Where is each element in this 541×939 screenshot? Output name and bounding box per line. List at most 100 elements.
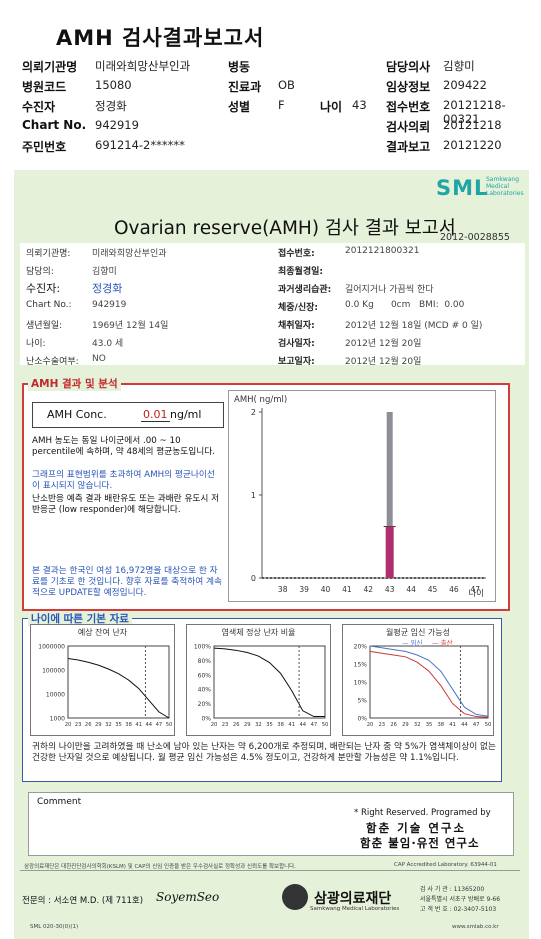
y-tick-label: 80% xyxy=(198,658,212,665)
x-tick-label: 26 xyxy=(233,722,240,728)
x-tick-label: 50 xyxy=(166,722,173,728)
header-value: 20121218-00321 xyxy=(443,98,506,126)
x-tick-label: 29 xyxy=(244,722,251,728)
x-tick-label: 23 xyxy=(222,722,229,728)
rights-line-2: 함춘 기술 연구소 xyxy=(366,821,467,835)
header-value: 정경화 xyxy=(95,99,127,113)
x-tick-label: 45 xyxy=(428,585,438,594)
x-tick-label: 29 xyxy=(402,722,409,728)
x-tick-label: 47 xyxy=(311,722,318,728)
y-tick-label: 60% xyxy=(198,672,212,679)
bottom-url: www.smlab.co.kr xyxy=(452,924,499,930)
x-tick-label: 38 xyxy=(277,722,284,728)
plot-area xyxy=(67,645,170,719)
amh-section-title: AMH 결과 및 분석 xyxy=(28,376,121,391)
x-tick-label: 41 xyxy=(449,722,456,728)
x-tick-label: 23 xyxy=(378,722,385,728)
series-line xyxy=(67,658,170,719)
header-value: 209422 xyxy=(443,78,487,92)
x-tick-label: 20 xyxy=(367,722,374,728)
header-value: 43 xyxy=(352,98,367,112)
header-label: 임상정보 xyxy=(386,80,431,94)
header-value: 942919 xyxy=(95,118,139,132)
x-tick-label: 32 xyxy=(105,722,112,728)
plot-area xyxy=(213,645,326,719)
patient-field-label: 검사일자: xyxy=(278,339,315,349)
patient-field-label: 보고일자: xyxy=(278,357,315,367)
x-tick-label: 50 xyxy=(485,722,492,728)
x-tick-label: 35 xyxy=(115,722,122,728)
x-tick-label: 38 xyxy=(437,722,444,728)
x-tick-label: 47 xyxy=(473,722,480,728)
amh-para-3: 난소반응 예측 결과 배란유도 또는 과배란 유도시 저반응군 (low res… xyxy=(32,494,220,515)
header-label: 주민번호 xyxy=(22,140,67,154)
amh-conc-box: AMH Conc. 0.01 ng/ml xyxy=(32,402,224,428)
header-label: 병원코드 xyxy=(22,80,67,94)
patient-field-label: 채취일자: xyxy=(278,321,315,331)
header-value: 20121220 xyxy=(443,138,502,152)
chart-ylabel: AMH( ng/ml) xyxy=(234,395,287,405)
x-tick-label: 44 xyxy=(145,722,152,728)
header-value: 15080 xyxy=(95,78,132,92)
patient-field-value: 정경화 xyxy=(92,282,123,295)
x-tick-label: 26 xyxy=(390,722,397,728)
x-tick-label: 44 xyxy=(461,722,468,728)
foundation-sub: Samkwang Medical Laboratories xyxy=(310,906,400,912)
contact-3: 고 객 번 호 : 02-3407-5103 xyxy=(420,906,497,913)
amh-para-2: 그래프의 표현범위를 초과하여 AMH의 평균나이선이 표시되지 않습니다. xyxy=(32,470,215,491)
cap-note: CAP Accredited Laboratory. 63944-01 xyxy=(394,862,497,868)
x-tick-label: 38 xyxy=(125,722,132,728)
y-tick-label: 1 xyxy=(251,491,256,500)
sml-logo: SML xyxy=(436,176,489,200)
header-value: F xyxy=(278,98,285,112)
amh-footnote: 본 결과는 한국인 여성 16,972명을 대상으로 한 자료를 기초로 한 것… xyxy=(32,566,222,598)
x-tick-label: 29 xyxy=(95,722,102,728)
x-tick-label: 32 xyxy=(414,722,421,728)
rights-line-1: * Right Reserved. Programed by xyxy=(354,808,491,818)
header-label: 담당의사 xyxy=(386,60,431,74)
x-tick-label: 50 xyxy=(322,722,329,728)
header-label: 의뢰기관명 xyxy=(22,60,78,74)
y-tick-label: 0% xyxy=(357,716,367,723)
comment-label: Comment xyxy=(37,797,82,807)
bottom-code: SML 020-30(0)(1) xyxy=(30,924,79,930)
x-tick-label: 20 xyxy=(211,722,218,728)
age-summary: 귀하의 나이만을 고려하였을 때 난소에 남아 있는 난자는 약 6,200개로… xyxy=(32,742,497,763)
x-tick-label: 32 xyxy=(255,722,262,728)
x-tick-label: 46 xyxy=(449,585,459,594)
x-tick-label: 41 xyxy=(135,722,142,728)
x-tick-label: 35 xyxy=(426,722,433,728)
patient-field-value: 미래와희망산부인과 xyxy=(92,249,167,259)
header-label: 병동 xyxy=(228,60,251,74)
patient-field-value: 길어지거나 가끔씩 한다 xyxy=(345,285,434,295)
y-tick-label: 20% xyxy=(354,644,368,651)
pregnancy-chance-chart: 월평균 임신 가능성 20% 15% 10% 5% 0%20 23 26 29 32 35 38 41 4… xyxy=(342,624,494,736)
header-value: OB xyxy=(278,78,295,92)
x-tick-label: 42 xyxy=(364,585,374,594)
legend-pregnancy: — 임신 xyxy=(402,638,423,647)
x-tick-label: 39 xyxy=(299,585,309,594)
normal-egg-ratio-chart: 염색체 정상 난자 비율 100% 80% 60% 40% 20% 0%20 23 26 29 32… xyxy=(186,624,331,736)
y-tick-label: 15% xyxy=(354,662,368,669)
patient-field-label: 최종월경일: xyxy=(278,267,323,277)
chart-title: 염색체 정상 난자 비율 xyxy=(222,627,296,637)
x-tick-label: 35 xyxy=(266,722,273,728)
y-tick-label: 5% xyxy=(357,698,367,705)
y-tick-label: 100% xyxy=(194,644,211,651)
x-tick-label: 47 xyxy=(471,585,481,594)
chart-title: 예상 잔여 난자 xyxy=(78,627,128,637)
amh-conc-unit: ng/ml xyxy=(170,408,202,421)
amh-bar xyxy=(385,526,394,578)
patient-field-value: 0.0 Kg 0cm BMI: 0.00 xyxy=(345,300,465,310)
sml-logo-sub: Samkwang Medical Laboratories xyxy=(486,176,524,197)
header-label: 진료과 xyxy=(228,80,262,94)
x-tick-label: 26 xyxy=(85,722,92,728)
y-tick-label: 40% xyxy=(198,687,212,694)
header-label: 나이 xyxy=(320,100,343,114)
patient-field-label: 접수번호: xyxy=(278,249,315,259)
rights-line-3: 함춘 불임·유전 연구소 xyxy=(360,836,480,850)
chart-frame xyxy=(228,390,496,602)
plot-area xyxy=(369,645,489,719)
y-tick-label: 0 xyxy=(251,574,256,583)
